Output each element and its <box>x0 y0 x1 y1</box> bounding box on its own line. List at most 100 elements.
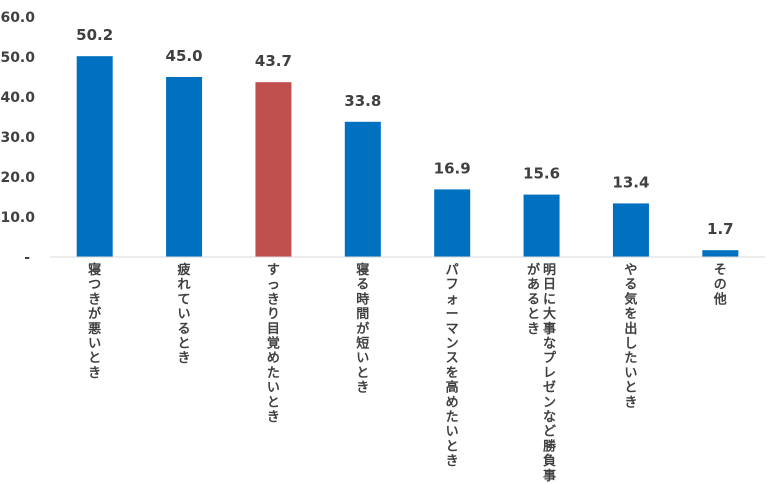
category-label-char: た <box>446 410 459 425</box>
category-label-char: が <box>88 306 101 322</box>
category-label-char: 日 <box>543 278 556 293</box>
category-label-char: や <box>624 263 637 278</box>
category-label: 疲れているとき <box>178 262 191 366</box>
category-label-char: つ <box>88 278 101 293</box>
category-label-char: い <box>356 351 369 366</box>
category-label-char: ォ <box>446 292 459 307</box>
category-label-char: い <box>178 307 191 322</box>
y-axis: - 10.0 20.0 30.0 40.0 50.0 60.0 <box>0 10 35 266</box>
data-label: 1.7 <box>707 220 734 238</box>
data-label: 50.2 <box>76 26 113 44</box>
category-label-char: き <box>446 454 459 469</box>
category-label-char: フ <box>446 278 459 293</box>
category-label-char: 他 <box>713 291 727 307</box>
category-label-char: と <box>624 381 637 396</box>
category-label-char: り <box>267 307 280 322</box>
category-label-char: 疲 <box>178 262 191 278</box>
category-label-char: き <box>527 322 540 337</box>
category-label: すっきり目覚めたいとき <box>266 263 280 425</box>
category-label-char: を <box>624 307 637 322</box>
x-axis: 寝つきが悪いとき疲れているときすっきり目覚めたいとき寝る時間が短いときパフォーマ… <box>50 256 765 484</box>
category-label-char: め <box>446 395 459 410</box>
category-label-char: き <box>88 366 101 381</box>
category-label-char: 明 <box>543 263 556 278</box>
category-label-char: る <box>527 292 540 307</box>
category-label-char: き <box>88 292 101 307</box>
category-label-char: い <box>446 425 459 440</box>
category-label-char: き <box>267 292 280 307</box>
data-label: 13.4 <box>612 173 649 191</box>
category-label-char: る <box>624 278 637 293</box>
data-label: 15.6 <box>523 165 560 183</box>
category-label-char: す <box>267 263 280 278</box>
category-label: パフォーマンスを高めたいとき <box>446 263 459 469</box>
category-label-char: き <box>356 381 369 396</box>
category-label-char: っ <box>267 278 280 293</box>
category-label-char: と <box>88 351 101 366</box>
category-label-char: マ <box>446 322 459 337</box>
category-label-char: め <box>267 351 280 366</box>
category-label-char: 時 <box>356 291 369 307</box>
bars <box>76 56 739 258</box>
category-label-char: が <box>356 321 369 337</box>
category-label-char: 気 <box>624 291 637 307</box>
category-label-char: 寝 <box>88 262 101 278</box>
category-label-char: 勝 <box>543 438 557 454</box>
bar <box>255 82 292 257</box>
y-tick-label: 50.0 <box>0 50 35 66</box>
category-label-char: る <box>356 278 369 293</box>
category-label-char: 間 <box>356 307 369 322</box>
y-tick-label: 40.0 <box>0 90 35 106</box>
category-label-char: と <box>178 337 191 352</box>
category-label-char: プ <box>543 351 557 366</box>
category-label: その他 <box>713 263 727 307</box>
category-label-char: 目 <box>267 322 280 337</box>
bar <box>344 121 381 257</box>
bar <box>166 77 203 257</box>
y-tick-label: 20.0 <box>0 170 35 186</box>
category-label-char: い <box>88 337 101 352</box>
category-label-char: て <box>178 292 191 307</box>
category-label-char: レ <box>543 366 556 381</box>
category-label-char: き <box>267 410 280 425</box>
category-label-char: 覚 <box>266 336 280 352</box>
category-label-char: パ <box>446 263 459 278</box>
bar <box>523 194 560 257</box>
category-label-char: ー <box>446 307 459 322</box>
category-label-char: 短 <box>356 336 369 352</box>
bar <box>702 250 739 257</box>
category-label-char: き <box>624 395 637 410</box>
y-tick-label: 30.0 <box>0 130 35 146</box>
category-label-char: し <box>624 337 637 352</box>
category-label-char: 大 <box>543 306 556 322</box>
data-label: 45.0 <box>166 47 203 65</box>
category-label-char: な <box>543 337 556 352</box>
category-label-char: れ <box>178 278 191 293</box>
data-label: 33.8 <box>344 92 381 110</box>
category-label-char: い <box>267 381 280 396</box>
category-label-char: ス <box>446 351 459 366</box>
category-label-char: あ <box>527 278 540 293</box>
category-label-char: と <box>446 439 459 454</box>
category-label-char: と <box>267 395 280 410</box>
category-label-char: ン <box>446 337 459 352</box>
category-label-char: の <box>714 278 727 293</box>
category-label-char: ゼ <box>543 380 556 396</box>
category-label-char: ど <box>543 425 556 440</box>
category-label: があるとき <box>527 262 540 337</box>
category-label-char: 高 <box>446 380 459 396</box>
category-label-char: に <box>543 292 556 307</box>
category-label-char: な <box>543 410 556 425</box>
category-label: 寝つきが悪いとき <box>88 262 101 381</box>
bar <box>76 56 113 258</box>
category-label-char: と <box>356 366 369 381</box>
category-label: 明日に大事なプレゼンなど勝負事 <box>543 263 557 484</box>
data-label: 16.9 <box>434 159 471 177</box>
y-tick-label: 10.0 <box>0 210 35 226</box>
category-label-char: 事 <box>543 321 556 337</box>
category-label-char: が <box>527 262 540 278</box>
y-tick-label: - <box>24 250 30 266</box>
category-label-char: 出 <box>624 321 637 337</box>
category-label-char: を <box>446 366 459 381</box>
